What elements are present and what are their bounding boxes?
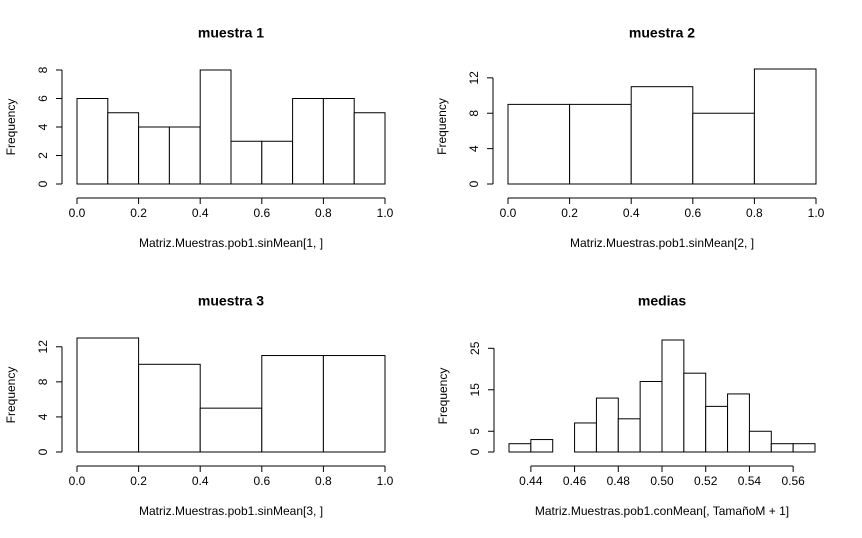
x-tick-label: 0.56 — [781, 474, 805, 488]
bar — [322, 355, 386, 453]
bar — [595, 397, 619, 453]
x-tick-label: 0.52 — [694, 474, 718, 488]
x-tick-label: 0.0 — [500, 206, 517, 220]
x-tick-label: 0.0 — [69, 474, 86, 488]
bar — [661, 339, 685, 453]
x-tick-label: 0.54 — [738, 474, 762, 488]
bar — [138, 363, 201, 453]
x-axis-label: Matriz.Muestras.pob1.sinMean[1, ] — [139, 236, 323, 250]
bar — [792, 443, 816, 453]
bar — [138, 126, 170, 185]
chart-title: muestra 2 — [629, 25, 695, 41]
bar — [630, 86, 694, 185]
bar — [76, 337, 140, 453]
bar — [199, 407, 263, 453]
x-tick-label: 0.6 — [684, 206, 701, 220]
y-tick-label: 0 — [36, 448, 50, 455]
bar — [727, 393, 750, 453]
x-tick-label: 0.2 — [130, 474, 147, 488]
bar — [692, 112, 755, 185]
y-tick-label: 15 — [468, 383, 482, 397]
bar — [753, 68, 817, 185]
x-tick-label: 1.0 — [808, 206, 825, 220]
x-tick-label: 0.50 — [650, 474, 674, 488]
bar — [230, 140, 263, 185]
y-axis-label: Frequency — [436, 368, 450, 425]
y-tick-label: 8 — [36, 66, 50, 73]
bar — [748, 430, 772, 453]
bar — [199, 69, 232, 185]
y-tick-label: 5 — [468, 428, 482, 435]
y-tick-label: 25 — [468, 341, 482, 355]
y-axis-label: Frequency — [435, 98, 449, 155]
bar — [107, 112, 140, 185]
y-tick-label: 0 — [36, 180, 50, 187]
x-tick-label: 0.4 — [192, 206, 209, 220]
x-tick-label: 0.6 — [253, 474, 270, 488]
x-axis-label: Matriz.Muestras.pob1.sinMean[2, ] — [570, 236, 754, 250]
chart-title: muestra 3 — [198, 293, 264, 309]
bar — [168, 126, 201, 185]
y-tick-label: 8 — [467, 110, 481, 117]
y-tick-label: 4 — [467, 145, 481, 152]
y-tick-label: 6 — [36, 95, 50, 102]
bar — [569, 103, 632, 185]
chart-title: muestra 1 — [198, 25, 264, 41]
chart-title: medias — [638, 293, 686, 309]
x-tick-label: 1.0 — [377, 474, 394, 488]
x-tick-label: 0.8 — [315, 206, 332, 220]
bar — [507, 103, 571, 185]
bar — [617, 418, 641, 453]
bar — [530, 439, 554, 453]
bar — [322, 98, 355, 185]
x-tick-label: 0.2 — [130, 206, 147, 220]
y-tick-label: 0 — [468, 448, 482, 455]
bar — [639, 380, 663, 453]
bar — [261, 355, 324, 453]
bar — [292, 98, 324, 185]
bar — [353, 112, 386, 185]
x-tick-label: 0.6 — [253, 206, 270, 220]
x-axis-label: Matriz.Muestras.pob1.sinMean[3, ] — [139, 504, 323, 518]
y-axis-label: Frequency — [4, 367, 18, 424]
x-tick-label: 0.8 — [315, 474, 332, 488]
bar — [76, 98, 109, 185]
x-axis-label: Matriz.Muestras.pob1.conMean[, TamañoM +… — [535, 504, 789, 518]
x-tick-label: 0.2 — [561, 206, 578, 220]
x-tick-label: 0.44 — [519, 474, 543, 488]
bar — [508, 443, 532, 453]
y-tick-label: 4 — [36, 413, 50, 420]
y-tick-label: 4 — [36, 123, 50, 130]
bar — [261, 140, 294, 185]
x-tick-label: 0.46 — [563, 474, 587, 488]
y-axis-label: Frequency — [4, 99, 18, 156]
y-tick-label: 12 — [467, 71, 481, 85]
bar — [770, 443, 794, 453]
y-tick-label: 12 — [36, 340, 50, 354]
x-tick-label: 1.0 — [377, 206, 394, 220]
x-tick-label: 0.0 — [69, 206, 86, 220]
bar — [705, 405, 729, 453]
y-tick-label: 0 — [467, 180, 481, 187]
bar — [574, 422, 597, 453]
x-tick-label: 0.48 — [607, 474, 631, 488]
y-tick-label: 8 — [36, 378, 50, 385]
bar — [683, 372, 707, 453]
x-tick-label: 0.4 — [623, 206, 640, 220]
y-tick-label: 2 — [36, 152, 50, 159]
x-tick-label: 0.8 — [746, 206, 763, 220]
x-tick-label: 0.4 — [192, 474, 209, 488]
